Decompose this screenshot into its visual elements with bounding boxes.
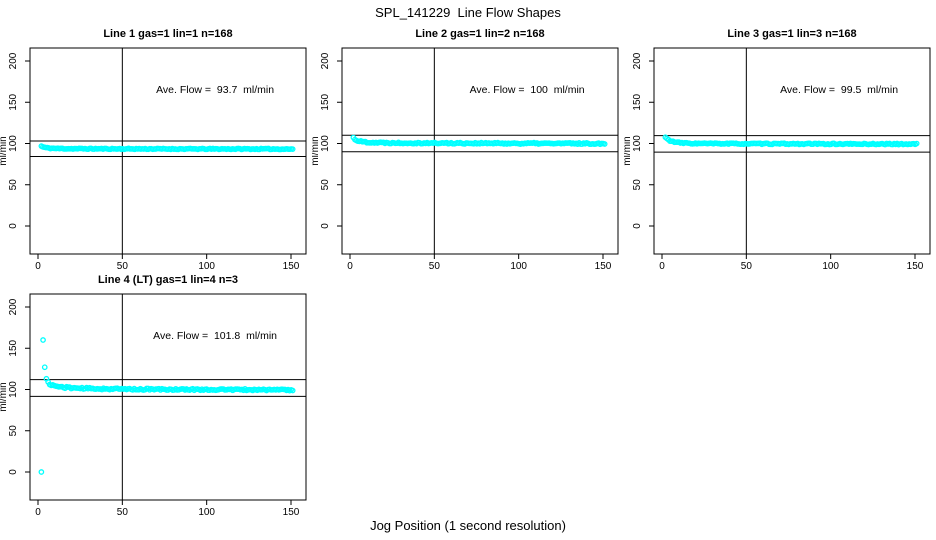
page-title: SPL_141229 Line Flow Shapes (375, 5, 561, 20)
panel-line3-plot: 0 50 100 150 0 50 100 150 200 ml/min Ave. Flow = 9… (624, 47, 931, 270)
panel-line2-plot: 0 50 100 150 0 50 100 150 200 ml/min Ave. Flow = 1… (312, 47, 619, 270)
svg-text:Ave. Flow = 101.8 ml/min: Ave. Flow = 101.8 ml/min (153, 330, 277, 342)
svg-text:100: 100 (320, 135, 331, 152)
svg-text:100: 100 (822, 261, 839, 270)
svg-text:50: 50 (8, 179, 19, 191)
svg-text:150: 150 (283, 261, 300, 270)
svg-text:200: 200 (8, 52, 19, 69)
empty-cell-1 (312, 270, 624, 516)
svg-text:0: 0 (632, 223, 643, 229)
empty-cell-2 (624, 270, 936, 516)
svg-text:50: 50 (632, 179, 643, 191)
svg-text:0: 0 (347, 261, 353, 270)
svg-text:ml/min: ml/min (0, 382, 9, 411)
svg-text:50: 50 (117, 261, 129, 270)
svg-text:100: 100 (198, 507, 215, 516)
svg-text:200: 200 (632, 52, 643, 69)
panel-line2: Line 2 gas=1 lin=2 n=168 0 50 100 150 0 50 100… (312, 24, 624, 270)
svg-text:0: 0 (35, 261, 41, 270)
svg-text:200: 200 (320, 52, 331, 69)
svg-text:0: 0 (320, 223, 331, 229)
svg-text:ml/min: ml/min (624, 136, 633, 165)
svg-text:200: 200 (8, 298, 19, 315)
panel-line4-title: Line 4 (LT) gas=1 lin=4 n=3 (97, 274, 239, 286)
panel-line3: Line 3 gas=1 lin=3 n=168 0 50 100 150 0 50 100… (624, 24, 936, 270)
shared-x-axis-label: Jog Position (1 second resolution) (370, 518, 566, 533)
panel-line4: Line 4 (LT) gas=1 lin=4 n=3 0 50 100 150 0 50… (0, 270, 312, 516)
svg-text:50: 50 (741, 261, 753, 270)
svg-text:150: 150 (283, 507, 300, 516)
svg-text:100: 100 (632, 135, 643, 152)
svg-text:Ave. Flow = 99.5 ml/min: Ave. Flow = 99.5 ml/min (780, 84, 898, 96)
svg-text:150: 150 (632, 93, 643, 110)
svg-text:100: 100 (198, 261, 215, 270)
svg-text:150: 150 (8, 93, 19, 110)
svg-text:0: 0 (8, 469, 19, 475)
svg-text:100: 100 (8, 381, 19, 398)
panel-line3-title: Line 3 gas=1 lin=3 n=168 (727, 28, 857, 40)
svg-text:100: 100 (8, 135, 19, 152)
panel-line1-plot: 0 50 100 150 0 50 100 150 200 ml/min Ave. Flow = 9… (0, 47, 307, 270)
svg-text:50: 50 (429, 261, 441, 270)
svg-text:150: 150 (8, 339, 19, 356)
svg-text:Ave. Flow = 100 ml/min: Ave. Flow = 100 ml/min (470, 84, 585, 96)
panel-grid: Line 1 gas=1 lin=1 n=168 0 50 100 150 0 50 100… (0, 24, 936, 516)
svg-text:100: 100 (510, 261, 527, 270)
svg-text:50: 50 (117, 507, 129, 516)
svg-text:50: 50 (8, 425, 19, 437)
panel-line2-title: Line 2 gas=1 lin=2 n=168 (415, 28, 545, 40)
panel-line1: Line 1 gas=1 lin=1 n=168 0 50 100 150 0 50 100… (0, 24, 312, 270)
panel-line1-title: Line 1 gas=1 lin=1 n=168 (103, 28, 233, 40)
svg-text:150: 150 (907, 261, 924, 270)
svg-text:50: 50 (320, 179, 331, 191)
svg-text:0: 0 (35, 507, 41, 516)
svg-text:150: 150 (595, 261, 612, 270)
panel-line4-plot: 0 50 100 150 0 50 100 150 200 ml/min Ave. Flow = 1… (0, 293, 307, 516)
svg-text:Ave. Flow = 93.7 ml/min: Ave. Flow = 93.7 ml/min (156, 84, 274, 96)
svg-text:ml/min: ml/min (0, 136, 9, 165)
svg-text:ml/min: ml/min (312, 136, 321, 165)
svg-text:150: 150 (320, 93, 331, 110)
svg-text:0: 0 (659, 261, 665, 270)
svg-text:0: 0 (8, 223, 19, 229)
